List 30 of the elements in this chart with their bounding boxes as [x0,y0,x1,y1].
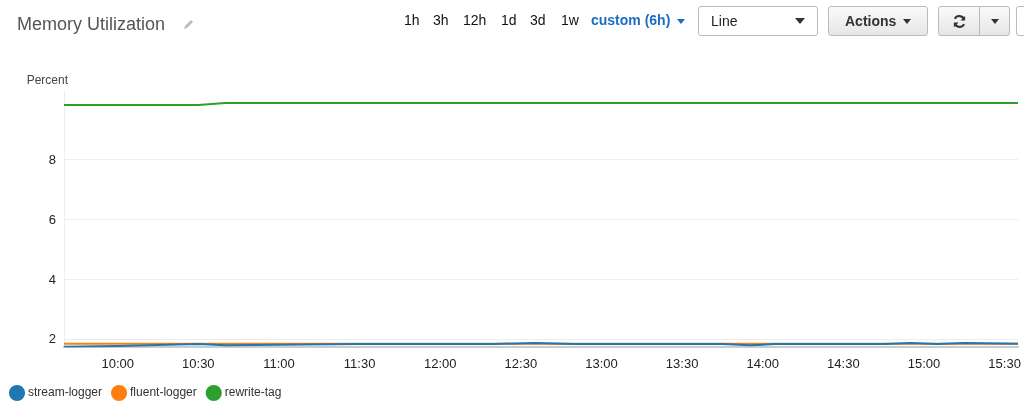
button: Actions [828,6,928,36]
select-field: Line [698,6,818,36]
x-tick-label: 15:00 [907,355,941,371]
text: 12h [463,12,487,28]
text: 1h [404,12,420,28]
legend-label: fluent-logger [130,385,197,400]
x-tick-label: 12:00 [423,355,457,371]
legend-label: rewrite-tag [224,385,282,400]
x-tick-label: 10:30 [182,355,215,371]
text: 3d [530,12,546,28]
legend-label: stream-logger [28,385,103,400]
text: 3h [433,12,449,28]
y-tick-label: 4 [48,271,56,287]
x-tick-label: 11:30 [343,355,376,371]
x-tick-label: 13:00 [585,355,618,371]
y-axis-title: Percent [26,73,69,88]
x-tick-label: 12:30 [504,355,538,371]
y-tick-label: 8 [48,151,56,167]
x-tick-label: 11:00 [263,355,295,371]
text: 1w [561,12,579,28]
chart-title: Memory Utilization [17,14,166,35]
y-tick-label: 6 [48,211,56,227]
text: custom (6h) [591,12,671,28]
x-tick-label: 15:30 [988,355,1021,371]
x-tick-label: 14:30 [827,355,860,371]
text: 1d [501,12,517,28]
x-tick-label: 14:00 [746,355,779,371]
x-tick-label: 13:30 [665,355,699,371]
x-tick-label: 10:00 [101,355,134,371]
y-tick-label: 2 [48,331,56,347]
